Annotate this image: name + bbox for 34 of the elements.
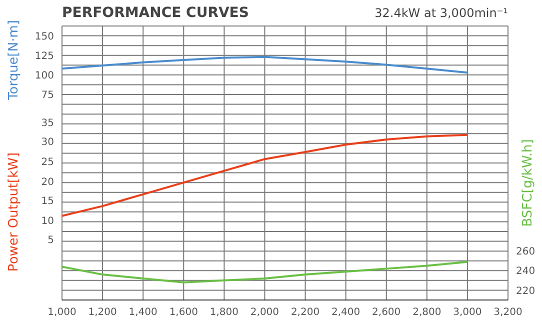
x-tick-label: 2,400 — [332, 307, 360, 318]
y3-axis-title: Power Output[kW] — [6, 152, 22, 272]
chart-subtitle: 32.4kW at 3,000min⁻¹ — [374, 6, 508, 20]
y3-tick-label: 15 — [41, 196, 54, 208]
y-tick-label: 125 — [34, 50, 54, 62]
line-series — [62, 56, 468, 74]
y-tick-label: 100 — [34, 70, 54, 82]
x-tick-label: 3,000 — [453, 307, 482, 318]
line-series — [62, 260, 468, 284]
x-tick-label: 3,200 — [494, 307, 522, 318]
x-tick-label: 1,800 — [210, 307, 238, 318]
y2-tick-label: 240 — [516, 266, 536, 278]
x-tick-label: 2,000 — [250, 307, 280, 318]
x-tick-label: 2,600 — [372, 307, 401, 318]
y3-tick-label: 10 — [41, 216, 54, 228]
y2-axis-title: BSFC[g/kW.h] — [520, 138, 536, 226]
x-tick-label: 1,200 — [88, 307, 117, 318]
x-tick-label: 1,000 — [48, 307, 76, 318]
line-series — [62, 134, 468, 217]
y3-tick-label: 30 — [41, 137, 54, 150]
y3-tick-label: 5 — [48, 235, 54, 248]
y-tick-label: 150 — [34, 31, 54, 42]
y-axis-title: Torque[N·m] — [6, 20, 22, 100]
x-tick-label: 1,600 — [169, 307, 198, 318]
y2-tick-label: 260 — [516, 246, 536, 258]
y3-tick-label: 25 — [41, 157, 54, 169]
y2-tick-label: 220 — [516, 286, 536, 297]
y3-tick-label: 20 — [41, 176, 54, 189]
y3-tick-label: 35 — [41, 118, 54, 130]
x-tick-label: 2,800 — [412, 307, 442, 318]
x-tick-label: 2,200 — [290, 307, 320, 318]
y-tick-label: 75 — [41, 90, 54, 102]
x-tick-label: 1,400 — [128, 307, 158, 318]
chart-title: PERFORMANCE CURVES — [62, 5, 249, 21]
